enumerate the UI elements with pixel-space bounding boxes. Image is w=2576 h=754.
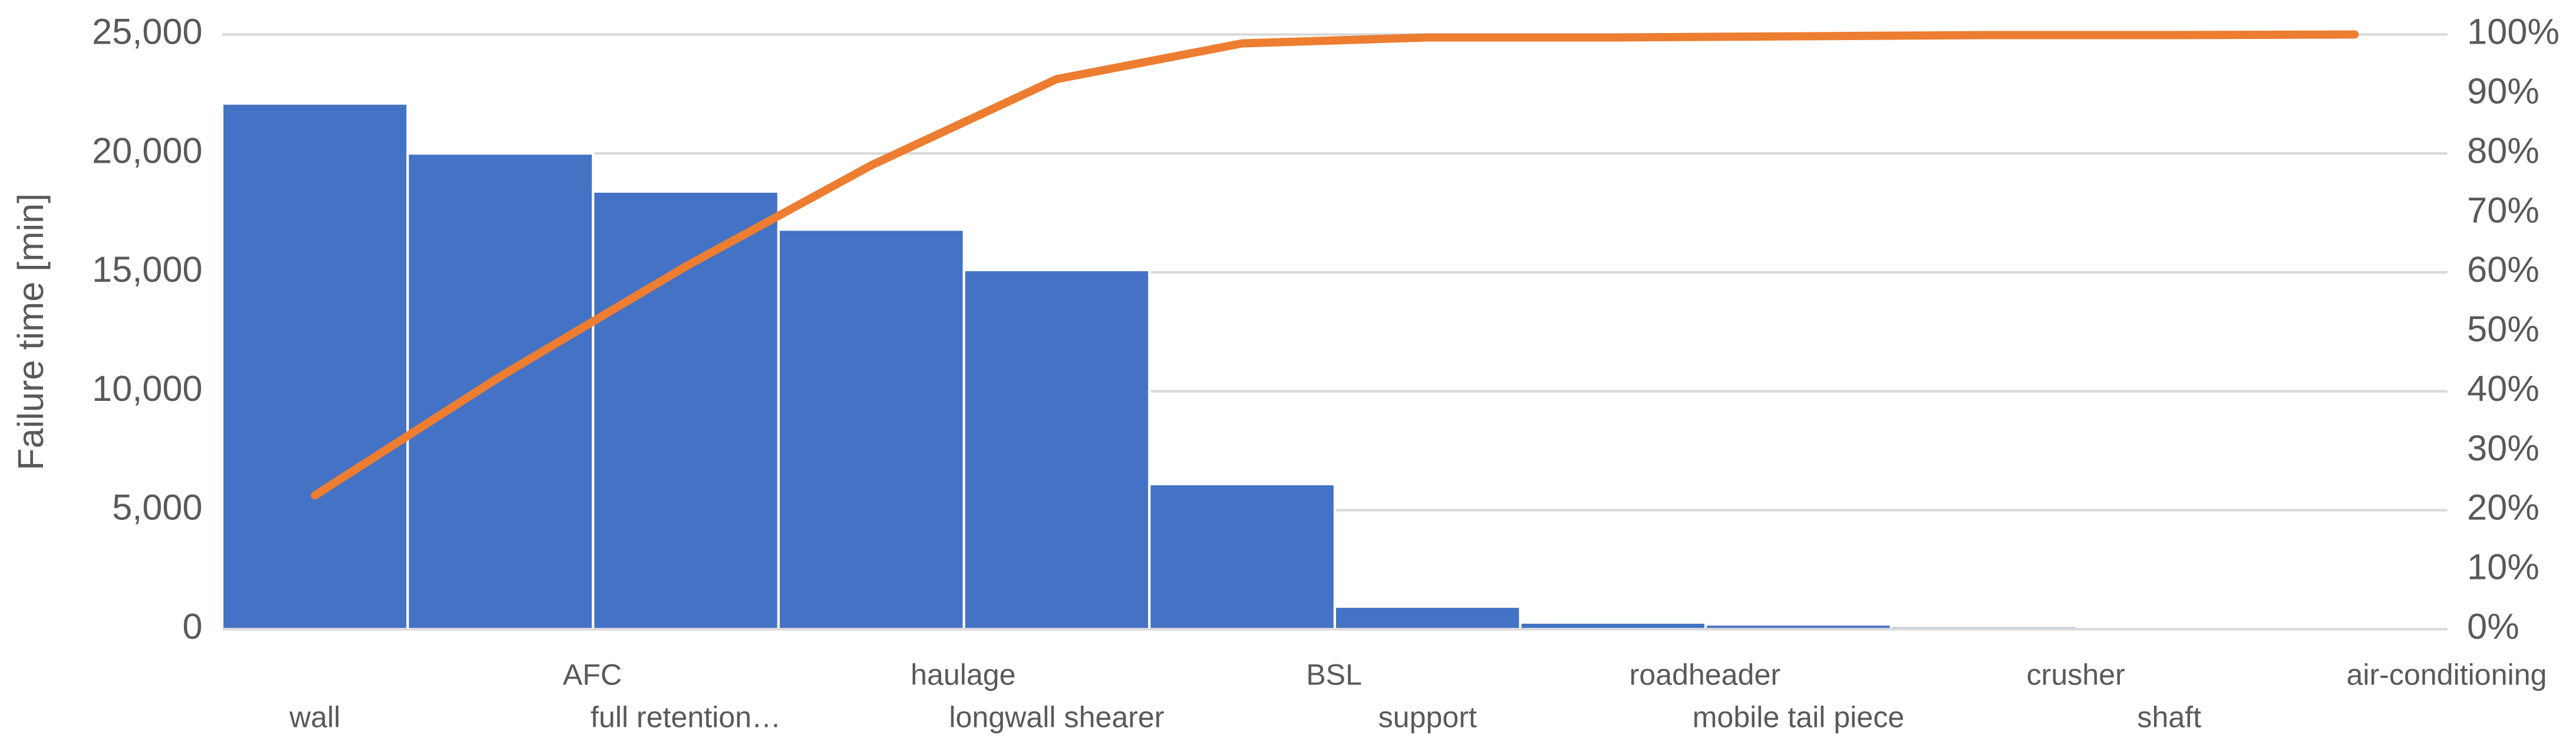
x-tick-label: support (1378, 701, 1477, 734)
x-tick-label: BSL (1306, 658, 1362, 691)
x-tick-label: AFC (563, 658, 622, 691)
y2-tick-label: 90% (2467, 71, 2539, 111)
y2-tick-label: 80% (2467, 130, 2539, 170)
y2-tick-label: 0% (2467, 606, 2519, 646)
x-tick-label: mobile tail piece (1693, 701, 1905, 734)
y2-tick-label: 100% (2467, 12, 2559, 52)
bar (1148, 483, 1337, 631)
bar (220, 102, 409, 631)
y2-tick-label: 20% (2467, 488, 2539, 528)
y2-tick-label: 40% (2467, 368, 2539, 409)
bar (777, 228, 965, 631)
x-tick-label: roadheader (1630, 658, 1780, 691)
bar (1333, 605, 1522, 631)
bar (592, 190, 780, 631)
x-tick-label: wall (289, 701, 340, 734)
y2-tick-label: 50% (2467, 309, 2539, 349)
x-tick-label: shaft (2137, 701, 2201, 734)
y-tick-label: 0 (183, 606, 203, 646)
y2-tick-label: 60% (2467, 249, 2539, 289)
x-tick-label: haulage (911, 658, 1015, 691)
bar (406, 152, 595, 631)
x-tick-label: longwall shearer (949, 701, 1164, 734)
y2-tick-label: 30% (2467, 428, 2539, 468)
x-tick-label: air-conditioning (2346, 658, 2547, 691)
y-tick-label: 10,000 (92, 368, 202, 409)
y-tick-label: 15,000 (92, 249, 202, 289)
y2-tick-label: 70% (2467, 190, 2539, 230)
y-tick-label: 5,000 (112, 488, 202, 528)
bar (962, 268, 1151, 631)
y-tick-label: 25,000 (92, 12, 202, 52)
x-tick-label: full retention… (591, 701, 781, 734)
y-tick-label: 20,000 (92, 130, 202, 170)
y-axis-label: Failure time [min] (11, 193, 51, 470)
cumulative-line (311, 30, 2359, 500)
x-tick-label: crusher (2027, 658, 2125, 691)
y2-tick-label: 10% (2467, 547, 2539, 587)
